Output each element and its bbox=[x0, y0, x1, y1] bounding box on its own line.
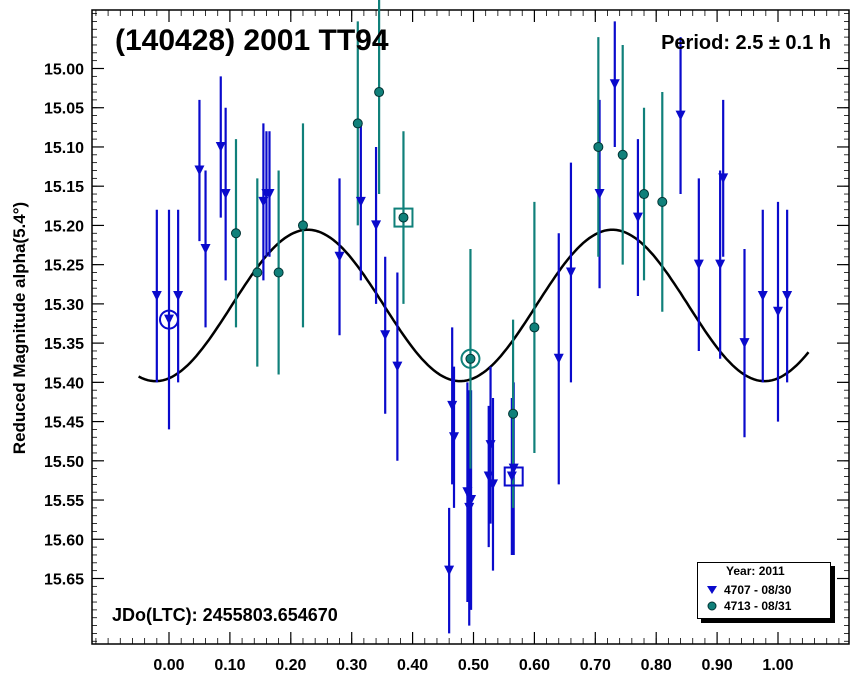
y-axis: 15.00 15.05 15.10 15.15 15.20 15.25 15.30 15.35… bbox=[44, 13, 849, 642]
x-tick-label: 0.40 bbox=[397, 657, 428, 674]
y-axis-label: Reduced Magnitude alpha(5.4°) bbox=[10, 201, 29, 455]
data-point-circle bbox=[374, 87, 385, 98]
data-point-circle bbox=[273, 267, 284, 278]
data-point-triangle bbox=[675, 110, 686, 121]
data-point-triangle bbox=[215, 141, 226, 152]
data-point-triangle bbox=[194, 165, 205, 176]
x-tick-label: 0.30 bbox=[336, 657, 367, 674]
fit-curve bbox=[138, 228, 810, 383]
data-point-circle bbox=[657, 196, 668, 207]
y-tick-label: 15.45 bbox=[44, 415, 84, 432]
highlight-circle bbox=[159, 309, 179, 330]
data-point-circle bbox=[465, 353, 476, 364]
data-point-triangle bbox=[173, 291, 184, 302]
data-point-circle bbox=[508, 408, 519, 419]
y-tick-label: 15.00 bbox=[44, 62, 84, 79]
x-tick-label: 0.90 bbox=[702, 657, 733, 674]
data-point-triangle bbox=[447, 400, 458, 411]
data-point-triangle bbox=[632, 212, 643, 223]
y-tick-label: 15.55 bbox=[44, 493, 84, 510]
data-point-triangle bbox=[609, 79, 620, 90]
x-tick-label: 0.60 bbox=[519, 657, 550, 674]
legend-label: 4713 - 08/31 bbox=[724, 599, 792, 613]
data-point-circle bbox=[352, 118, 363, 129]
data-point-circle bbox=[297, 220, 308, 231]
data-point-circle bbox=[593, 141, 604, 152]
data-point-triangle bbox=[485, 440, 496, 451]
data-point-triangle bbox=[392, 361, 403, 372]
data-point-triangle bbox=[334, 251, 345, 262]
circle-icon bbox=[707, 601, 717, 611]
data-point-triangle bbox=[483, 471, 494, 482]
y-tick-label: 15.65 bbox=[44, 572, 84, 589]
x-tick-label: 0.50 bbox=[458, 657, 489, 674]
data-point-triangle bbox=[449, 432, 460, 443]
data-point-triangle bbox=[594, 189, 605, 200]
y-tick-label: 15.30 bbox=[44, 297, 84, 314]
plot-frame bbox=[91, 9, 850, 645]
data-point-triangle bbox=[487, 479, 498, 490]
highlighted-points bbox=[159, 207, 524, 487]
data-point-triangle bbox=[380, 330, 391, 341]
highlight-square bbox=[503, 466, 524, 487]
data-point-triangle bbox=[773, 306, 783, 317]
error-bars bbox=[155, 0, 789, 634]
jdo-label: JDo(LTC): 2455803.654670 bbox=[112, 605, 338, 625]
data-point-triangle bbox=[565, 267, 576, 278]
data-point-circle bbox=[230, 228, 241, 239]
x-tick-label: 0.10 bbox=[214, 657, 245, 674]
data-point-circle bbox=[529, 322, 540, 333]
data-point-triangle bbox=[693, 259, 704, 270]
data-point-triangle bbox=[151, 291, 162, 302]
y-tick-label: 15.60 bbox=[44, 532, 84, 549]
y-tick-label: 15.40 bbox=[44, 375, 84, 392]
data-point-triangle bbox=[444, 565, 455, 576]
data-point-circle bbox=[639, 189, 650, 200]
data-point-triangle bbox=[371, 220, 382, 231]
data-point-circle bbox=[617, 149, 628, 160]
data-point-triangle bbox=[553, 353, 564, 364]
data-point-circle bbox=[252, 267, 263, 278]
data-point-triangle bbox=[782, 291, 793, 302]
data-point-triangle bbox=[462, 487, 473, 498]
y-tick-label: 15.20 bbox=[44, 218, 84, 235]
data-point-triangle bbox=[258, 196, 269, 207]
chart-title: (140428) 2001 TT94 bbox=[115, 24, 389, 57]
y-tick-label: 15.10 bbox=[44, 140, 84, 157]
data-point-triangle bbox=[718, 173, 729, 184]
x-tick-label: 0.00 bbox=[153, 657, 184, 674]
y-tick-label: 15.50 bbox=[44, 454, 84, 471]
data-point-triangle bbox=[264, 189, 275, 200]
data-points bbox=[151, 79, 793, 576]
data-point-circle bbox=[398, 212, 409, 223]
x-axis: 0.00 0.10 0.20 0.30 0.40 0.50 0.60 0.70 0.80 0.90… bbox=[95, 10, 840, 674]
x-tick-label: 1.00 bbox=[762, 657, 793, 674]
data-point-triangle bbox=[200, 243, 211, 254]
x-tick-label: 0.20 bbox=[275, 657, 306, 674]
data-point-triangle bbox=[715, 259, 726, 270]
data-point-triangle bbox=[164, 314, 174, 325]
highlight-square bbox=[393, 207, 414, 228]
data-point-triangle bbox=[508, 463, 519, 474]
data-point-triangle bbox=[355, 196, 366, 207]
y-tick-label: 15.15 bbox=[44, 179, 84, 196]
data-point-triangle bbox=[757, 291, 768, 302]
y-tick-label: 15.35 bbox=[44, 336, 84, 353]
highlight-circle bbox=[460, 348, 481, 369]
data-point-triangle bbox=[739, 338, 750, 349]
y-tick-label: 15.05 bbox=[44, 101, 84, 118]
period-label: Period: 2.5 ± 0.1 h bbox=[661, 32, 831, 54]
x-tick-label: 0.70 bbox=[580, 657, 611, 674]
data-point-triangle bbox=[220, 189, 231, 200]
legend-label: 4707 - 08/30 bbox=[724, 583, 792, 597]
data-point-triangle bbox=[506, 471, 517, 482]
legend-title: Year: 2011 bbox=[726, 564, 785, 578]
triangle-down-icon bbox=[707, 586, 717, 594]
legend: Year: 2011 4707 - 08/30 4713 - 08/31 bbox=[697, 562, 831, 619]
data-point-triangle bbox=[466, 495, 477, 506]
data-point-triangle bbox=[464, 502, 475, 513]
y-tick-label: 15.25 bbox=[44, 258, 84, 275]
x-tick-label: 0.80 bbox=[641, 657, 672, 674]
